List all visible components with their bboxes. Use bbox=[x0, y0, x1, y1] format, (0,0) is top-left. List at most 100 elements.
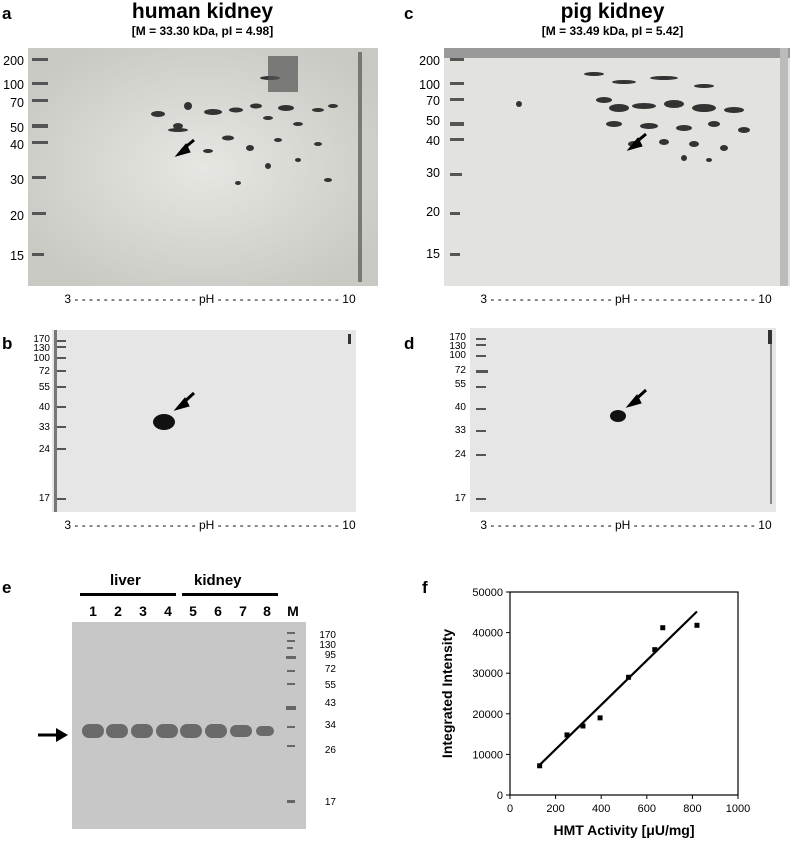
lane-label: M bbox=[287, 603, 299, 619]
panel-f-label: f bbox=[422, 578, 428, 597]
data-point bbox=[652, 647, 658, 653]
mw-label: 43 bbox=[324, 698, 336, 709]
marker-labels-b: 170 130 100 72 55 40 33 24 17 bbox=[18, 330, 54, 512]
regression-line bbox=[538, 610, 698, 766]
mw-label: 200 bbox=[3, 54, 24, 68]
group-bar-liver bbox=[80, 593, 176, 596]
lane-label: 5 bbox=[189, 603, 197, 619]
panel-c-title: pig kidney bbox=[560, 0, 665, 23]
mw-label: 70 bbox=[426, 94, 440, 108]
ph-axis-c: 3 - - - - - - - - - - - - - - - - - pH -… bbox=[480, 292, 772, 306]
panel-b-label: b bbox=[2, 334, 13, 353]
mw-label: 40 bbox=[426, 134, 440, 148]
group-label-liver: liver bbox=[110, 572, 141, 589]
mw-label: 15 bbox=[10, 249, 24, 263]
lane-label: 6 bbox=[214, 603, 222, 619]
panel-a-label: a bbox=[2, 4, 12, 23]
mw-label: 72 bbox=[38, 366, 50, 377]
mw-label: 100 bbox=[33, 353, 50, 364]
mw-label: 170 bbox=[449, 332, 466, 343]
ph-axis-a: 3 - - - - - - - - - - - - - - - - - pH -… bbox=[64, 292, 356, 306]
mw-label: 40 bbox=[10, 138, 24, 152]
x-tick-label: 200 bbox=[546, 803, 564, 815]
y-tick-label: 20000 bbox=[472, 709, 503, 721]
mw-label: 17 bbox=[38, 493, 50, 504]
gel-2d-pig-kidney-image bbox=[444, 48, 790, 286]
mw-label: 40 bbox=[454, 402, 466, 413]
gel-2d-pig-kidney bbox=[444, 48, 790, 286]
arrow-icon bbox=[174, 138, 195, 157]
mw-label: 30 bbox=[10, 173, 24, 187]
y-tick-label: 40000 bbox=[472, 628, 503, 640]
marker-labels-d: 170 130 100 72 55 40 33 24 17 bbox=[438, 328, 472, 512]
data-point bbox=[694, 622, 700, 628]
mw-label: 130 bbox=[319, 640, 336, 651]
mw-label: 50 bbox=[10, 121, 24, 135]
mw-label: 30 bbox=[426, 166, 440, 180]
mw-label: 50 bbox=[426, 114, 440, 128]
group-label-kidney: kidney bbox=[194, 572, 242, 589]
data-point bbox=[597, 715, 603, 721]
mw-label: 34 bbox=[324, 720, 336, 731]
marker-labels-c: 200 100 70 50 40 30 20 15 bbox=[408, 48, 444, 286]
data-point bbox=[580, 723, 586, 729]
western-blot-1d-image bbox=[72, 622, 306, 829]
arrow-icon bbox=[626, 132, 647, 151]
panel-c-subtitle: [M = 33.49 kDa, pI = 5.42] bbox=[541, 24, 684, 38]
data-point bbox=[537, 763, 543, 769]
x-axis-label: HMT Activity [μU/mg] bbox=[553, 822, 694, 838]
mw-label: 170 bbox=[319, 630, 336, 641]
western-blot-1d bbox=[72, 622, 306, 829]
mw-label: 17 bbox=[324, 797, 336, 808]
mw-label: 100 bbox=[419, 78, 440, 92]
panel-a-subtitle: [M = 33.30 kDa, pI = 4.98] bbox=[131, 24, 274, 38]
mw-label: 55 bbox=[324, 680, 336, 691]
lane-label: 2 bbox=[114, 603, 122, 619]
western-blot-pig-kidney-image bbox=[470, 328, 776, 512]
x-tick-label: 600 bbox=[638, 803, 656, 815]
data-point bbox=[564, 732, 570, 738]
western-blot-pig-kidney bbox=[470, 328, 776, 512]
lane-label: 1 bbox=[89, 603, 97, 619]
y-tick-label: 50000 bbox=[472, 587, 503, 599]
mw-label: 170 bbox=[33, 334, 50, 345]
arrow-right-icon bbox=[38, 728, 68, 742]
y-axis-label: Integrated Intensity bbox=[439, 629, 455, 758]
arrow-icon bbox=[173, 391, 196, 411]
mw-label: 70 bbox=[10, 96, 24, 110]
ph-axis-d: 3 - - - - - - - - - - - - - - - - - pH -… bbox=[480, 518, 772, 532]
mw-label: 26 bbox=[324, 745, 336, 756]
marker-labels-e: 170 130 95 72 55 43 34 26 17 bbox=[310, 622, 350, 829]
mw-label: 100 bbox=[449, 350, 466, 361]
y-tick-label: 0 bbox=[497, 790, 503, 802]
mw-label: 72 bbox=[454, 365, 466, 376]
mw-label: 20 bbox=[10, 209, 24, 223]
x-tick-label: 0 bbox=[507, 803, 513, 815]
marker-labels-a: 200 100 70 50 40 30 20 15 bbox=[0, 48, 30, 286]
mw-label: 40 bbox=[38, 402, 50, 413]
lane-label: 3 bbox=[139, 603, 147, 619]
mw-label: 100 bbox=[3, 78, 24, 92]
mw-label: 20 bbox=[426, 205, 440, 219]
x-tick-label: 400 bbox=[592, 803, 610, 815]
lane-label: 4 bbox=[164, 603, 172, 619]
mw-label: 55 bbox=[38, 382, 50, 393]
mw-label: 24 bbox=[454, 449, 466, 460]
mw-label: 17 bbox=[454, 493, 466, 504]
mw-label: 55 bbox=[454, 379, 466, 390]
group-bar-kidney bbox=[182, 593, 278, 596]
plot-frame bbox=[509, 591, 739, 796]
lane-label: 8 bbox=[263, 603, 271, 619]
hmt-scatter-chart: 0 200 400 600 800 1000 0 10000 20000 30000 40000 5… bbox=[439, 587, 750, 838]
mw-label: 24 bbox=[38, 444, 50, 455]
mw-label: 15 bbox=[426, 247, 440, 261]
mw-label: 95 bbox=[324, 650, 336, 661]
mw-label: 33 bbox=[454, 425, 466, 436]
y-tick-label: 30000 bbox=[472, 668, 503, 680]
panel-c-label: c bbox=[404, 4, 414, 23]
mw-label: 33 bbox=[38, 422, 50, 433]
data-point bbox=[660, 625, 666, 631]
panel-e-label: e bbox=[2, 578, 12, 597]
band-arrow bbox=[38, 726, 70, 749]
panel-d-label: d bbox=[404, 334, 415, 353]
